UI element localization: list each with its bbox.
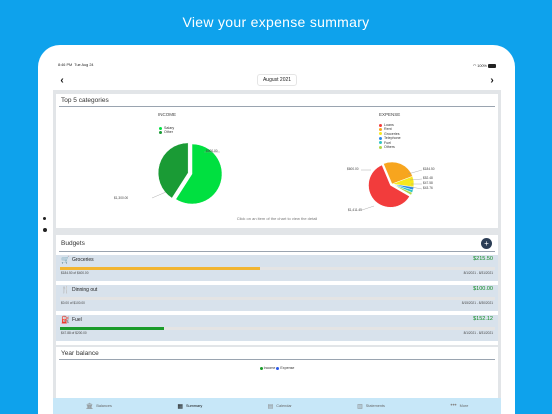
budget-progress-bar <box>60 297 495 300</box>
budget-name: Fuel <box>72 317 82 323</box>
legend-item[interactable]: Others <box>379 145 401 149</box>
pie-slice-other[interactable] <box>157 142 189 199</box>
top-categories-title: Top 5 categories <box>61 97 109 104</box>
status-bar: 8:46 PM Tue Aug 24 ◠ 100% <box>53 60 501 70</box>
calendar-icon: ▤ <box>267 403 274 410</box>
status-time: 8:46 PM <box>58 63 73 67</box>
legend-item[interactable]: Salary <box>159 126 174 130</box>
year-balance-title: Year balance <box>61 350 99 357</box>
income-label: $900.00 <box>206 149 218 153</box>
budget-item-groceries[interactable]: 🛒 Groceries $215.50 $184.50 of $400.00 8… <box>59 256 495 276</box>
budget-progress-bar <box>60 267 495 270</box>
budgets-title: Budgets <box>61 240 85 247</box>
budget-spent: $184.50 of $400.00 <box>61 271 89 275</box>
budget-dates: 8/1/2021 - 8/31/2021 <box>463 331 493 335</box>
year-balance-card: Year balance Income Expense <box>56 347 498 407</box>
status-battery: 100% <box>477 63 487 68</box>
expense-label: $47.58 <box>423 181 433 185</box>
battery-icon <box>488 63 496 68</box>
budget-item-fuel[interactable]: ⛽ Fuel $152.12 $47.88 of $200.00 8/1/202… <box>59 316 495 336</box>
expense-pie-chart[interactable] <box>368 161 415 208</box>
income-chart-title: INCOME <box>158 112 176 117</box>
income-legend: Salary Other <box>159 126 174 135</box>
chevron-left-icon[interactable]: ‹ <box>60 74 64 86</box>
budget-item-dinning-out[interactable]: 🍴 Dinning out $100.00 $0.00 of $100.00 8… <box>59 286 495 306</box>
top-categories-card: Top 5 categories INCOME Salary Other $90… <box>56 94 498 228</box>
pies-svg <box>151 142 423 211</box>
legend-item[interactable]: Loans <box>379 123 401 127</box>
camera-dot <box>43 217 46 220</box>
budgets-card: Budgets + 🛒 Groceries $215.50 $184.50 of… <box>56 235 498 345</box>
budget-dates: 8/15/2021 - 8/30/2021 <box>461 301 493 305</box>
budget-name: Dinning out <box>72 287 98 293</box>
status-date: Tue Aug 24 <box>74 63 94 67</box>
expense-legend: Loans Rent Groceries Telephone Fuel Othe… <box>379 123 401 149</box>
expense-label: $43.76 <box>423 186 433 190</box>
tab-calendar[interactable]: ▤ Calendar <box>267 403 292 410</box>
budget-spent: $47.88 of $200.00 <box>61 331 87 335</box>
legend-item[interactable]: Fuel <box>379 141 401 145</box>
expense-label: $52.48 <box>423 176 433 180</box>
fuel-pump-icon: ⛽ <box>61 317 70 324</box>
legend-item[interactable]: Expense <box>276 366 294 370</box>
expense-label: $1,411.45 <box>348 208 362 212</box>
tab-more[interactable]: ••• More <box>450 403 469 409</box>
legend-item[interactable]: Income <box>259 366 275 370</box>
pie-slice-loans[interactable] <box>368 164 410 208</box>
month-selector[interactable]: August 2021 <box>256 74 298 86</box>
budget-amount: $152.12 <box>473 316 493 322</box>
chevron-right-icon[interactable]: › <box>490 74 494 86</box>
income-pie-chart[interactable] <box>157 142 223 205</box>
chart-hint: Click on an item of the chart to view th… <box>236 216 318 221</box>
add-budget-button[interactable]: + <box>481 238 492 249</box>
budget-spent: $0.00 of $100.00 <box>61 301 85 305</box>
bank-icon: 🏛 <box>85 403 94 410</box>
tab-bar: 🏛 Balances ▦ Summary ▤ Calendar ▥ Statements… <box>53 398 501 414</box>
chart-icon: ▦ <box>177 403 183 410</box>
expense-label: $184.50 <box>423 167 435 171</box>
sensor-dot <box>43 228 47 232</box>
tab-balances[interactable]: 🏛 Balances <box>85 403 112 410</box>
budget-progress-bar <box>60 327 495 330</box>
legend-item[interactable]: Telephone <box>379 136 401 140</box>
expense-chart-title: EXPENSE <box>379 112 401 117</box>
income-label: $1,300.00 <box>114 196 129 200</box>
budget-amount: $100.00 <box>473 286 493 292</box>
tab-statements[interactable]: ▥ Statements <box>357 403 385 410</box>
pie-slice-rent[interactable] <box>383 161 413 185</box>
legend-item[interactable]: Other <box>159 130 174 134</box>
headline: View your expense summary <box>182 14 370 30</box>
year-balance-legend: Income Expense <box>56 366 498 370</box>
cart-icon: 🛒 <box>61 257 70 264</box>
app-screen: 8:46 PM Tue Aug 24 ◠ 100% ‹ August 2021 … <box>53 60 501 414</box>
tab-summary[interactable]: ▦ Summary <box>177 403 203 410</box>
legend-item[interactable]: Groceries <box>379 132 401 136</box>
document-icon: ▥ <box>357 403 363 410</box>
more-icon: ••• <box>450 403 457 409</box>
expense-label: $600.00 <box>347 167 359 171</box>
fork-knife-icon: 🍴 <box>61 287 70 294</box>
budget-name: Groceries <box>72 257 94 263</box>
month-navbar: ‹ August 2021 › <box>53 70 501 90</box>
budget-dates: 8/1/2021 - 8/31/2021 <box>463 271 493 275</box>
pie-slice-others[interactable] <box>391 183 413 196</box>
budget-amount: $215.50 <box>473 256 493 262</box>
legend-item[interactable]: Rent <box>379 127 401 131</box>
wifi-icon: ◠ <box>472 63 477 68</box>
pie-slice-salary[interactable] <box>175 143 223 205</box>
